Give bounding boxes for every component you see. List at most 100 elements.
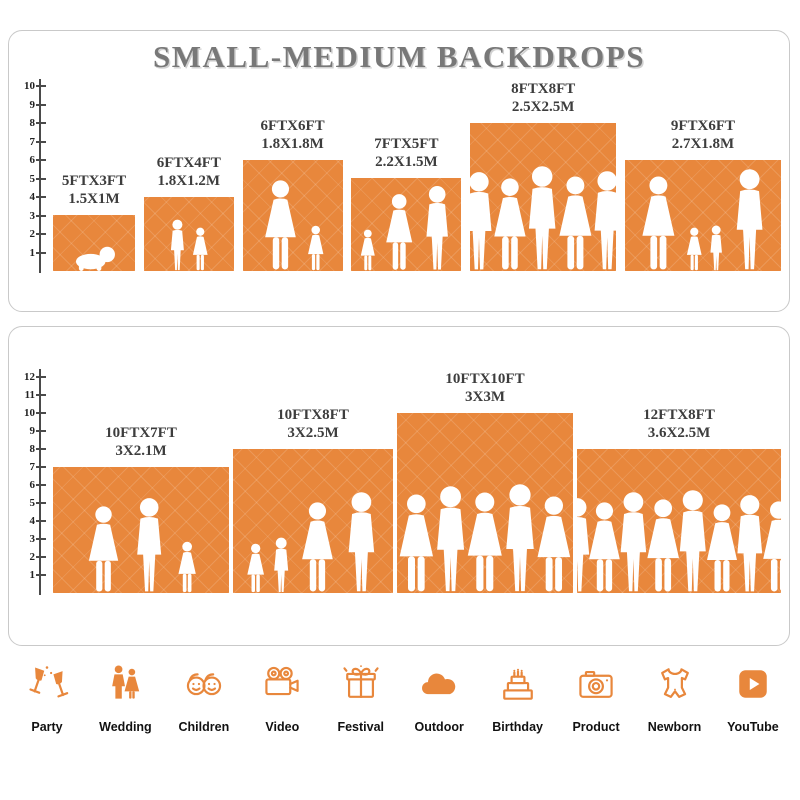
ruler-tick-mark xyxy=(36,159,46,161)
ruler-tick-label: 2 xyxy=(29,228,36,240)
ruler-tick: 5 xyxy=(21,173,46,185)
backdrop-size-label: 6FTX6FT 1.8X1.8M xyxy=(261,117,325,155)
backdrop-size-label: 10FTX8FT 3X2.5M xyxy=(277,406,349,444)
ruler-tick: 2 xyxy=(21,228,46,240)
ruler-tick-mark xyxy=(36,448,46,450)
ruler-tick-label: 1 xyxy=(29,569,36,581)
children-icon xyxy=(182,662,226,711)
man-silhouette xyxy=(130,497,168,593)
ruler-tick: 1 xyxy=(21,247,46,259)
size-ft: 8FTX8FT xyxy=(511,80,576,97)
backdrop-size-label: 8FTX8FT 2.5X2.5M xyxy=(511,80,575,118)
ruler-tick-label: 10 xyxy=(24,407,35,419)
ruler-tick-mark xyxy=(36,233,46,235)
girl-silhouette xyxy=(684,227,705,271)
category-outdoor: Outdoor xyxy=(400,662,478,734)
ruler-tick: 10 xyxy=(21,80,46,92)
ruler-tick-mark xyxy=(36,177,46,180)
size-ft: 6FTX6FT xyxy=(260,117,325,134)
backdrop-item-10x8: 10FTX8FT 3X2.5M xyxy=(233,406,393,593)
size-m: 1.8X1.8M xyxy=(261,136,324,153)
category-label: Birthday xyxy=(492,720,543,734)
ruler-tick-mark xyxy=(36,140,46,143)
girl-silhouette xyxy=(244,543,267,593)
backdrop-item-5x3: 5FTX3FT 1.5X1M xyxy=(53,172,135,271)
backdrop-rectangle xyxy=(53,215,135,271)
ruler-tick: 8 xyxy=(21,443,46,455)
category-video: Video xyxy=(243,662,321,734)
ruler-tick-label: 1 xyxy=(29,246,36,259)
page-title: SMALL-MEDIUM BACKDROPS xyxy=(153,39,645,74)
ruler-tick: 1 xyxy=(21,569,46,581)
woman-silhouette xyxy=(757,500,781,593)
backdrop-rectangle xyxy=(624,160,781,271)
size-ft: 10FTX7FT xyxy=(105,424,177,441)
category-label: Children xyxy=(178,720,230,734)
backdrop-rectangle xyxy=(242,160,343,271)
ruler-tick-label: 3 xyxy=(29,209,36,222)
backdrop-rectangle xyxy=(143,197,234,271)
backdrop-row-top: 5FTX3FT 1.5X1M 6FTX4FT 1.8X1.2M 6FTX6FT … xyxy=(53,80,781,271)
ruler-tick-label: 9 xyxy=(29,425,36,437)
girl-silhouette xyxy=(358,229,378,271)
backdrop-row-bottom: 10FTX7FT 3X2.1M 10FTX8FT 3X2.5M xyxy=(53,370,781,593)
ruler-tick: 5 xyxy=(21,497,46,509)
ruler-tick-mark xyxy=(36,556,46,558)
ruler-tick-label: 9 xyxy=(29,98,36,111)
ruler-tick: 8 xyxy=(21,117,46,129)
panel-small-medium-backdrops: SMALL-MEDIUM BACKDROPS 1 2 3 4 5 6 7 8 9… xyxy=(8,30,790,312)
category-label: Product xyxy=(572,720,620,734)
video-icon xyxy=(260,662,304,711)
size-m: 3X3M xyxy=(464,389,505,406)
ruler-tick-mark xyxy=(36,376,46,378)
backdrop-rectangle xyxy=(53,467,229,593)
ruler-tick-mark xyxy=(36,103,46,106)
backdrop-rectangle xyxy=(233,449,393,593)
outdoor-icon xyxy=(417,662,461,711)
festival-icon xyxy=(339,662,383,711)
ruler-line xyxy=(39,79,41,273)
woman-silhouette xyxy=(381,193,417,271)
ruler-tick: 12 xyxy=(21,371,46,383)
category-label: Festival xyxy=(337,720,385,734)
ruler-tick-mark xyxy=(36,196,46,198)
backdrop-size-label: 12FTX8FT 3.6X2.5M xyxy=(643,406,715,444)
backdrop-rectangle xyxy=(351,178,462,271)
ruler-tick: 6 xyxy=(21,154,46,166)
category-label: Party xyxy=(31,720,63,734)
category-party: Party xyxy=(8,662,86,734)
backdrop-item-9x6: 9FTX6FT 2.7X1.8M xyxy=(624,117,781,271)
woman-silhouette xyxy=(83,505,124,593)
ruler-tick-label: 3 xyxy=(29,533,36,545)
category-label: Newborn xyxy=(647,720,702,734)
backdrop-item-6x6: 6FTX6FT 1.8X1.8M xyxy=(242,117,343,271)
girl-silhouette xyxy=(305,225,326,271)
size-ft: 9FTX6FT xyxy=(670,117,736,134)
size-m: 1.8X1.2M xyxy=(157,173,221,190)
size-ft: 10FTX10FT xyxy=(445,370,525,387)
woman-silhouette xyxy=(531,495,573,593)
backdrop-size-label: 5FTX3FT 1.5X1M xyxy=(62,172,126,210)
backdrop-item-8x8: 8FTX8FT 2.5X2.5M xyxy=(470,80,617,271)
backdrop-rectangle xyxy=(470,123,617,271)
backdrop-rectangle xyxy=(397,413,573,593)
category-birthday: Birthday xyxy=(479,662,557,734)
man-silhouette xyxy=(341,491,382,593)
category-newborn: Newborn xyxy=(636,662,714,734)
youtube-icon xyxy=(731,662,775,711)
category-label: YouTube xyxy=(727,720,779,734)
size-m: 3X2.1M xyxy=(115,443,167,460)
ruler-tick: 9 xyxy=(21,425,46,437)
backdrop-item-10x7: 10FTX7FT 3X2.1M xyxy=(53,424,229,593)
man-silhouette xyxy=(587,170,617,271)
size-ft: 5FTX3FT xyxy=(61,172,127,189)
backdrop-rectangle xyxy=(577,449,781,593)
backdrop-item-7x5: 7FTX5FT 2.2X1.5M xyxy=(351,135,462,271)
category-row: Party Wedding xyxy=(0,662,800,734)
woman-silhouette xyxy=(296,501,339,593)
ruler-tick-label: 8 xyxy=(29,443,36,455)
ruler-tick: 10 xyxy=(21,407,46,419)
ruler-tick-label: 6 xyxy=(29,479,36,491)
backdrop-item-10x10: 10FTX10FT 3X3M xyxy=(397,370,573,593)
panel-large-backdrops: 1 2 3 4 5 6 7 8 9 10 11 12 10FTX7FT 3X2.… xyxy=(8,326,790,646)
